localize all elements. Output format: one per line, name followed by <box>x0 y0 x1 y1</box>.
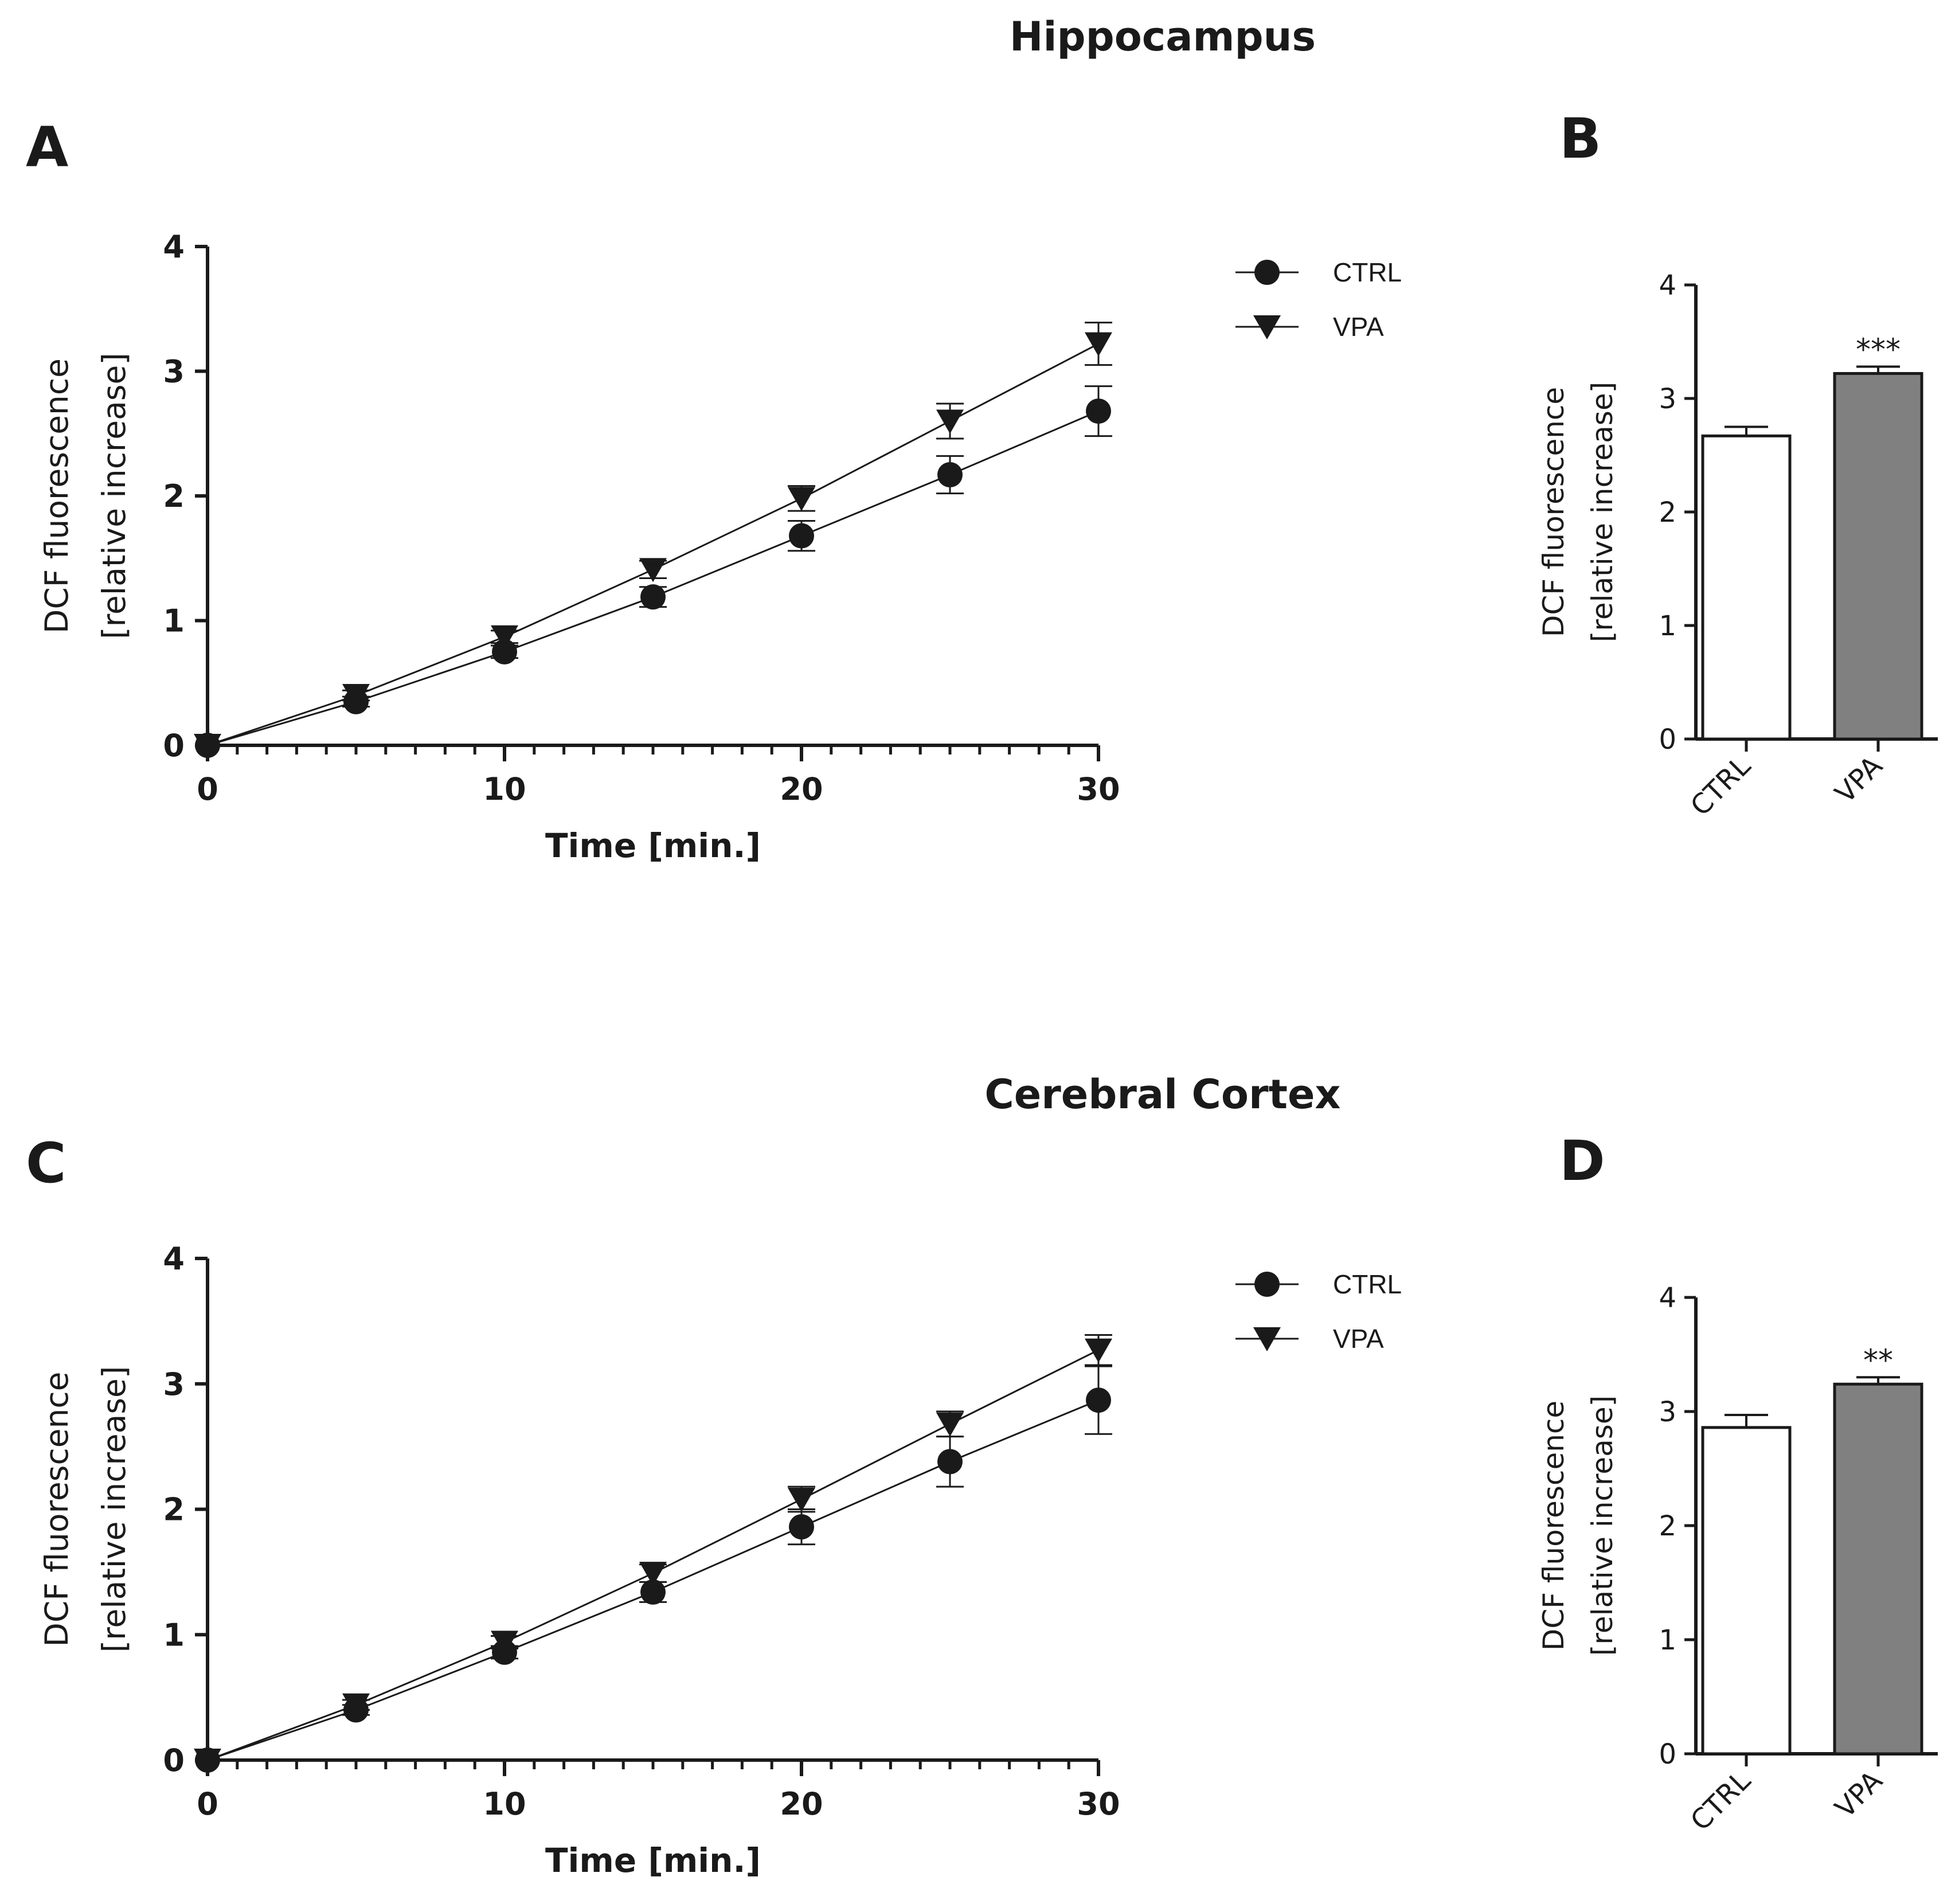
x-tick-label: 10 <box>483 771 526 807</box>
series-line <box>207 343 1099 746</box>
y-tick-label: 0 <box>1659 1738 1676 1770</box>
y-axis-label: DCF fluorescence <box>1537 387 1570 637</box>
data-point <box>937 462 963 488</box>
data-point <box>639 1562 667 1586</box>
y-tick-label: 3 <box>163 354 185 390</box>
data-point <box>937 1449 963 1475</box>
y-tick-label: 4 <box>163 229 185 265</box>
chart-c: 0 1 2 3 4 0 10 20 30 Time [min.] DCF fluorescence [… <box>38 1241 1402 1880</box>
y-axis-label: [relative increase] <box>1586 382 1619 642</box>
data-point <box>194 1749 221 1773</box>
y-tick-label: 2 <box>1659 496 1676 529</box>
data-point <box>1086 398 1111 424</box>
x-tick-label: VPA <box>1829 1765 1888 1824</box>
y-tick-label: 0 <box>163 728 185 764</box>
y-axis-label: DCF fluorescence <box>38 1372 75 1647</box>
series-line <box>207 1349 1099 1761</box>
section-title-cerebral-cortex: Cerebral Cortex <box>984 1071 1340 1118</box>
y-tick-label: 2 <box>1659 1510 1676 1542</box>
legend-marker <box>1253 315 1281 339</box>
x-tick-label: 20 <box>780 1786 823 1822</box>
significance-marker: *** <box>1856 333 1901 367</box>
y-tick-label: 1 <box>1659 1624 1676 1656</box>
data-point <box>194 734 221 758</box>
bar-vpa <box>1833 1382 1923 1756</box>
data-point <box>788 487 815 511</box>
data-point <box>1086 1387 1111 1413</box>
y-tick-label: 2 <box>163 478 185 514</box>
x-tick-label: CTRL <box>1684 750 1757 823</box>
y-tick-label: 0 <box>1659 724 1676 756</box>
significance-marker: ** <box>1863 1343 1893 1378</box>
y-tick-label: 2 <box>163 1492 185 1528</box>
y-tick-label: 3 <box>163 1366 185 1402</box>
legend-label: VPA <box>1333 312 1384 342</box>
y-axis-label: [relative increase] <box>96 1366 132 1653</box>
data-point <box>491 1631 518 1655</box>
y-axis-label: [relative increase] <box>96 353 132 639</box>
data-point <box>492 639 517 664</box>
data-point <box>640 1579 666 1605</box>
x-tick-label: VPA <box>1829 750 1888 810</box>
y-tick-label: 4 <box>1659 269 1676 302</box>
x-tick-label: 30 <box>1077 771 1120 807</box>
x-axis-label: Time [min.] <box>545 1841 761 1880</box>
panel-letter-b: B <box>1559 107 1601 171</box>
data-point <box>1085 1338 1112 1363</box>
y-tick-label: 1 <box>163 603 185 639</box>
legend-marker <box>1254 260 1280 285</box>
x-tick-label: 0 <box>197 1786 218 1822</box>
bar-vpa <box>1833 372 1923 741</box>
legend-marker <box>1254 1272 1280 1297</box>
chart-b: 0 1 2 3 4 DCF fluorescence [relative increase]… <box>1537 269 1938 822</box>
data-point <box>789 523 814 549</box>
legend-marker <box>1253 1327 1281 1351</box>
legend-label: CTRL <box>1333 257 1402 287</box>
bar-ctrl <box>1701 434 1792 741</box>
y-axis-label: [relative increase] <box>1586 1395 1619 1656</box>
series-vpa <box>194 322 1112 758</box>
data-point <box>789 1514 814 1540</box>
x-axis-label: Time [min.] <box>545 826 761 865</box>
data-point <box>640 584 666 610</box>
data-point <box>639 558 667 582</box>
chart-a: 0 1 2 3 4 0 10 20 30 Time [min.] DCF fluorescence [… <box>38 229 1402 865</box>
y-tick-label: 3 <box>1659 1396 1676 1428</box>
data-point <box>491 625 518 650</box>
series-vpa <box>194 1334 1112 1773</box>
data-point <box>342 1693 370 1718</box>
bar-ctrl <box>1701 1426 1792 1756</box>
section-title-hippocampus: Hippocampus <box>1010 13 1316 60</box>
chart-d: 0 1 2 3 4 DCF fluorescence [relative increase]… <box>1537 1282 1938 1837</box>
x-tick-label: 20 <box>780 771 823 807</box>
x-tick-label: 10 <box>483 1786 526 1822</box>
y-axis-label: DCF fluorescence <box>1537 1401 1570 1651</box>
legend-label: VPA <box>1333 1324 1384 1354</box>
y-tick-label: 0 <box>163 1742 185 1778</box>
panel-letter-a: A <box>26 115 68 179</box>
data-point <box>936 1412 964 1437</box>
x-tick-label: CTRL <box>1684 1765 1757 1837</box>
y-axis-label: DCF fluorescence <box>38 358 75 634</box>
legend-label: CTRL <box>1333 1269 1402 1299</box>
x-tick-label: 30 <box>1077 1786 1120 1822</box>
data-point <box>342 684 370 708</box>
y-tick-label: 4 <box>163 1241 185 1277</box>
y-tick-label: 1 <box>1659 610 1676 642</box>
y-tick-label: 3 <box>1659 383 1676 415</box>
data-point <box>788 1488 815 1512</box>
data-point <box>936 409 964 434</box>
y-tick-label: 1 <box>163 1617 185 1653</box>
panel-letter-d: D <box>1559 1129 1605 1193</box>
data-point <box>1085 332 1112 357</box>
x-tick-label: 0 <box>197 771 218 807</box>
panel-letter-c: C <box>26 1131 66 1195</box>
y-tick-label: 4 <box>1659 1282 1676 1314</box>
